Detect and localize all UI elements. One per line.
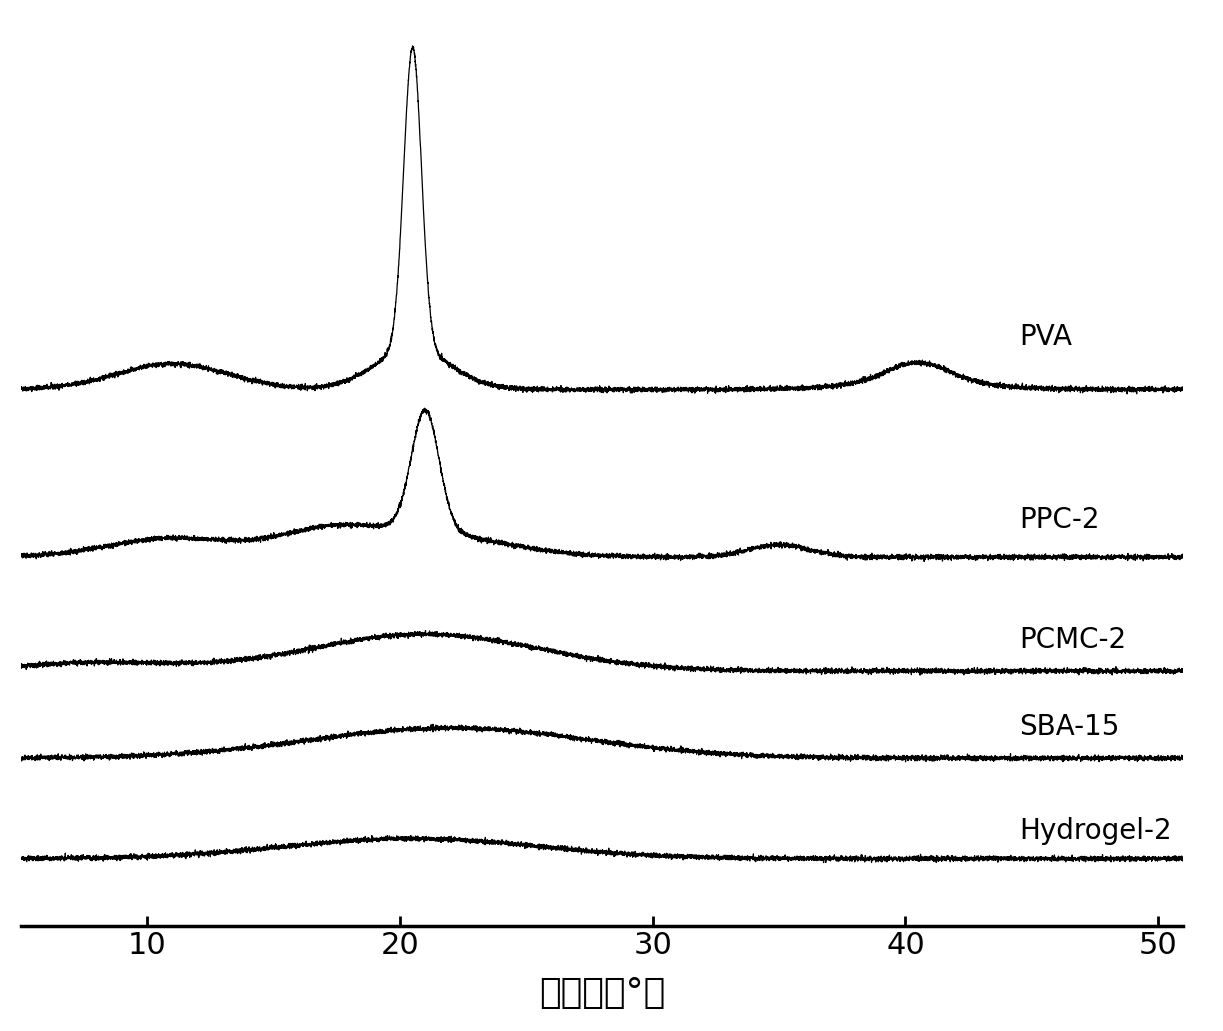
Text: PPC-2: PPC-2 <box>1019 505 1099 534</box>
X-axis label: 衍射角（°）: 衍射角（°） <box>539 976 665 1010</box>
Text: Hydrogel-2: Hydrogel-2 <box>1019 818 1172 845</box>
Text: SBA-15: SBA-15 <box>1019 713 1119 741</box>
Text: PCMC-2: PCMC-2 <box>1019 626 1126 655</box>
Text: PVA: PVA <box>1019 324 1073 352</box>
